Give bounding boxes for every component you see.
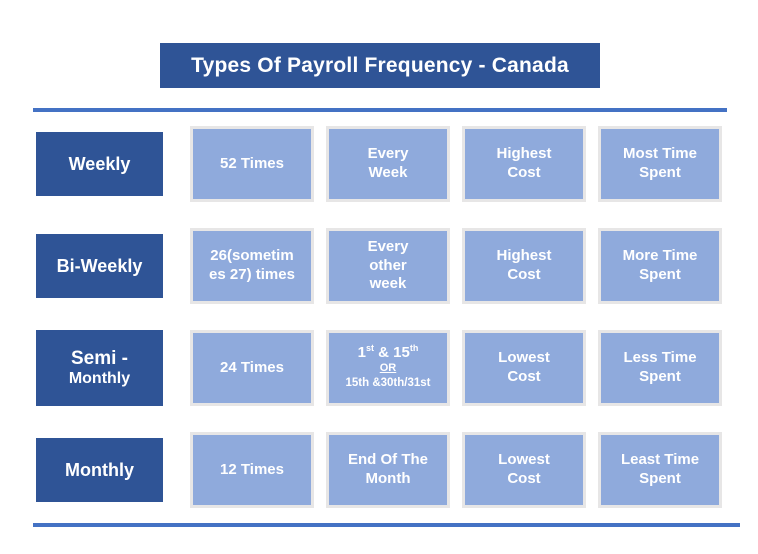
cell-semimonthly-time-spent: Less Time Spent: [598, 330, 722, 406]
cell-text: Every Week: [367, 145, 409, 181]
cell-text: Highest Cost: [496, 247, 552, 283]
cell-biweekly-occurrences: 26(sometim es 27) times: [190, 228, 314, 304]
cell-text: 24 Times: [220, 358, 284, 376]
cell-text: End Of The Month: [348, 451, 428, 487]
cell-text: 26(sometim es 27) times: [209, 247, 295, 283]
frequency-row-monthly: Monthly 12 Times End Of The Month Lowest…: [36, 432, 736, 508]
cell-monthly-cost: Lowest Cost: [462, 432, 586, 508]
row-label-semimonthly: Semi - Monthly: [36, 330, 163, 406]
frequency-table: Weekly 52 Times Every Week Highest Cost …: [36, 126, 736, 534]
cell-biweekly-schedule: Every other week: [326, 228, 450, 304]
frequency-row-semimonthly: Semi - Monthly 24 Times 1st & 15th OR 15…: [36, 330, 736, 406]
cell-biweekly-cost: Highest Cost: [462, 228, 586, 304]
cell-text: Less Time Spent: [623, 349, 697, 385]
row-label-line1: Semi -: [70, 347, 129, 369]
cell-biweekly-time-spent: More Time Spent: [598, 228, 722, 304]
cell-text: Lowest Cost: [498, 349, 550, 385]
frequency-row-biweekly: Bi-Weekly 26(sometim es 27) times Every …: [36, 228, 736, 304]
or-label: OR: [379, 362, 397, 375]
ordinal-suffix: st: [365, 342, 374, 353]
schedule-dates-line: 1st & 15th: [357, 342, 419, 361]
ordinal-suffix: th: [409, 342, 419, 353]
page-title: Types Of Payroll Frequency - Canada: [160, 43, 600, 88]
cell-monthly-occurrences: 12 Times: [190, 432, 314, 508]
cell-text: 52 Times: [220, 154, 284, 172]
cell-semimonthly-occurrences: 24 Times: [190, 330, 314, 406]
row-label-line2: Monthly: [68, 369, 131, 387]
cell-semimonthly-cost: Lowest Cost: [462, 330, 586, 406]
cell-weekly-schedule: Every Week: [326, 126, 450, 202]
row-label-monthly: Monthly: [36, 438, 163, 502]
cell-text: Least Time Spent: [620, 451, 700, 487]
cell-semimonthly-schedule: 1st & 15th OR 15th &30th/31st: [326, 330, 450, 406]
cell-text: Most Time Spent: [623, 145, 697, 181]
frequency-row-weekly: Weekly 52 Times Every Week Highest Cost …: [36, 126, 736, 202]
cell-text: Lowest Cost: [498, 451, 550, 487]
cell-monthly-schedule: End Of The Month: [326, 432, 450, 508]
cell-text: 12 Times: [220, 460, 284, 478]
cell-text: Highest Cost: [496, 145, 552, 181]
cell-text: More Time Spent: [622, 247, 698, 283]
cell-weekly-cost: Highest Cost: [462, 126, 586, 202]
cell-text: Every other week: [367, 237, 409, 293]
row-label-weekly: Weekly: [36, 132, 163, 196]
row-label-biweekly: Bi-Weekly: [36, 234, 163, 298]
cell-weekly-occurrences: 52 Times: [190, 126, 314, 202]
schedule-alt-dates-line: 15th &30th/31st: [345, 377, 431, 390]
top-divider: [33, 108, 727, 112]
bottom-divider: [33, 523, 740, 527]
cell-weekly-time-spent: Most Time Spent: [598, 126, 722, 202]
cell-monthly-time-spent: Least Time Spent: [598, 432, 722, 508]
